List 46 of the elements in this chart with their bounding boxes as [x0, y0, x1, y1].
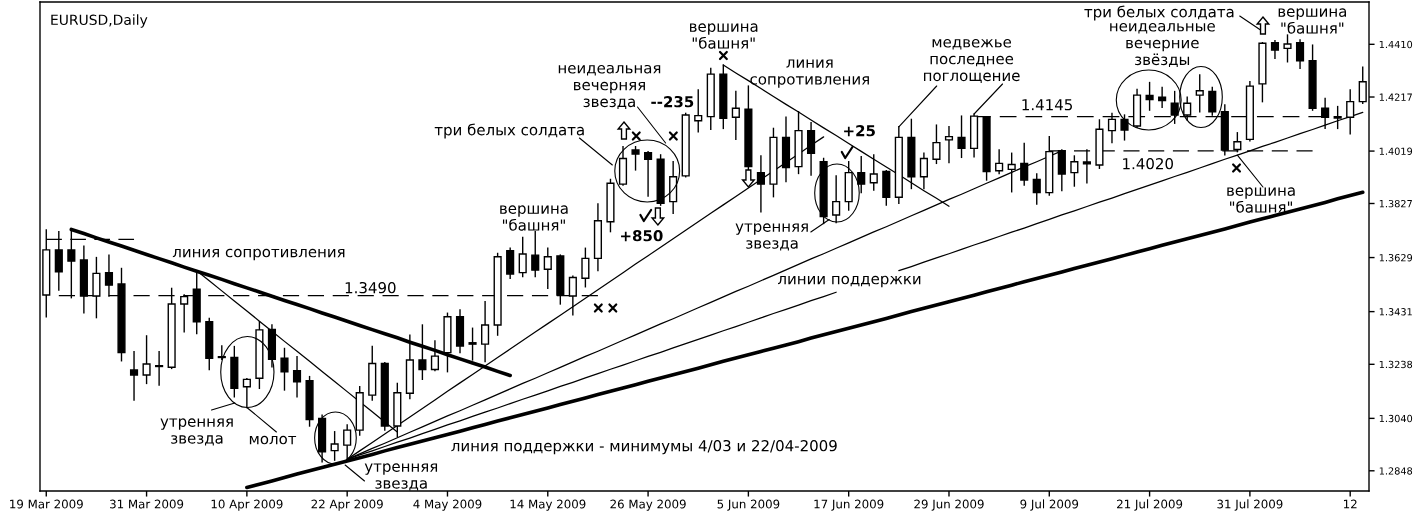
x-tick-label: 17 Jun 2009: [814, 499, 884, 511]
y-tick-label: 1.3040: [1379, 414, 1413, 423]
annotation: утренняя звезда: [735, 223, 808, 251]
annotation: неидеальные вечерние звёзды: [1110, 22, 1215, 68]
annotation: 1.4020: [1123, 158, 1173, 170]
x-tick-label: 9 Jul 2009: [1020, 499, 1079, 511]
text: EURUSD,Daily: [51, 14, 148, 28]
x-tick-label: 4 May 2009: [413, 499, 482, 511]
annotation: вершина "башня": [690, 23, 758, 49]
annotation: молот: [249, 435, 297, 445]
x-tick-label: 5 Jun 2009: [717, 499, 780, 511]
y-tick-label: 1.4410: [1379, 40, 1413, 49]
annotation: утренняя звезда: [364, 463, 438, 491]
x-tick-label: 10 Apr 2009: [211, 499, 283, 511]
annotation: три белых солдата: [434, 123, 584, 139]
y-tick-label: 1.4217: [1379, 93, 1412, 101]
x-tick-label: 19 Mar 2009: [10, 499, 83, 509]
annotation: 1.3490: [345, 282, 396, 294]
y-tick-label: 1.3629: [1379, 254, 1413, 262]
x-tick-label: 14 May 2009: [510, 499, 586, 511]
annotation: вершина "башня": [1227, 187, 1295, 213]
annotation: три белых солдата: [1084, 5, 1234, 21]
y-tick-label: 1.4019: [1379, 147, 1413, 155]
annotation: линия сопротивления: [750, 59, 869, 88]
x-tick-label: 31 Mar 2009: [110, 499, 184, 509]
y-tick-label: 1.3238: [1379, 360, 1413, 369]
annotation: +850: [621, 230, 663, 242]
annotation: вершина "башня": [1278, 8, 1347, 34]
x-tick-label: 12: [1343, 499, 1357, 509]
x-tick-label: 22 Apr 2009: [311, 499, 383, 511]
x-tick-label: 21 Jul 2009: [1117, 499, 1183, 511]
annotation: линия сопротивления: [172, 248, 345, 261]
x-tick-label: 29 Jun 2009: [914, 499, 984, 511]
annotation: линия поддержки - минимумы 4/03 и 22/04-2009: [451, 440, 837, 455]
annotation: утренняя звезда: [160, 418, 233, 446]
y-tick-label: 1.3827: [1379, 199, 1412, 208]
annotation: --235: [651, 96, 694, 108]
annotation: 1.4145: [1022, 99, 1072, 111]
x-tick-label: 31 Jul 2009: [1217, 499, 1283, 511]
y-tick-label: 1.2848: [1379, 467, 1413, 475]
annotation: линии поддержки: [778, 275, 921, 288]
annotation: вершина "башня": [500, 205, 568, 231]
annotation: +25: [844, 125, 875, 137]
annotation: медвежье последнее поглощение: [924, 38, 1020, 84]
x-tick-label: 26 May 2009: [610, 499, 686, 511]
y-tick-label: 1.3431: [1379, 308, 1412, 316]
